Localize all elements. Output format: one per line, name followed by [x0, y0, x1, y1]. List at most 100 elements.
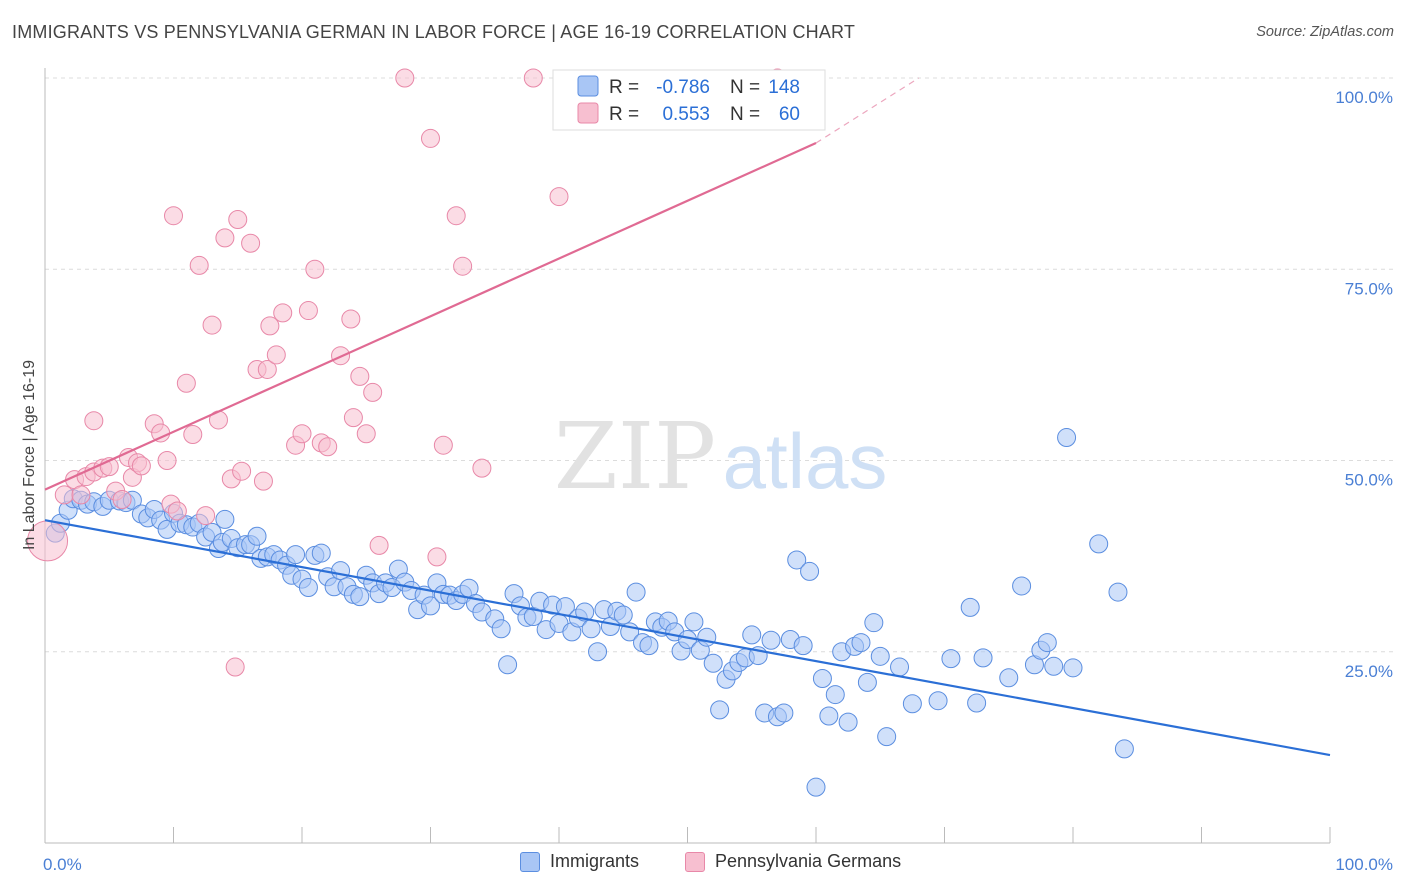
immigrants-points — [45, 428, 1134, 797]
pa-german-point-3 — [71, 485, 91, 505]
pa-german-trend-extension — [815, 77, 920, 144]
immigrants-point-138 — [1012, 576, 1032, 596]
immigrants-point-118 — [806, 777, 826, 797]
immigrants-point-31 — [247, 526, 267, 546]
legend-n-value-1: 148 — [768, 77, 800, 98]
bottom-legend-label-immigrants: Immigrants — [550, 851, 640, 871]
immigrants-point-123 — [838, 712, 858, 732]
legend-r-label-2: R = — [609, 104, 639, 125]
immigrants-point-130 — [890, 657, 910, 677]
immigrants-point-142 — [1044, 656, 1064, 676]
immigrants-point-48 — [350, 587, 370, 607]
immigrants-point-132 — [928, 691, 948, 711]
pa-german-point-24 — [196, 506, 216, 526]
bottom-legend-pa-german: Pennsylvania Germans — [685, 851, 901, 872]
pa-german-point-41 — [298, 301, 318, 321]
bottom-legend: Immigrants Pennsylvania Germans — [0, 851, 1406, 877]
immigrants-point-129 — [877, 727, 897, 747]
pa-german-point-37 — [266, 345, 286, 365]
pa-german-point-57 — [453, 256, 473, 276]
pa-german-point-46 — [341, 309, 361, 329]
immigrants-point-141 — [1037, 633, 1057, 653]
immigrants-point-108 — [742, 625, 762, 645]
immigrants-point-126 — [857, 672, 877, 692]
bottom-legend-immigrants: Immigrants — [520, 851, 639, 872]
legend-n-label-2: N = — [730, 104, 760, 125]
immigrants-point-42 — [311, 543, 331, 563]
y-tick-label-3: 100.0% — [1335, 88, 1393, 107]
pa-german-point-19 — [164, 206, 183, 226]
immigrants-point-70 — [498, 655, 518, 675]
legend-top: R = -0.786 N = 148 R = 0.553 N = 60 — [552, 69, 826, 131]
x-tick-label-0: 0.0% — [43, 855, 82, 874]
watermark: ZIP atlas — [554, 403, 887, 510]
pa-german-point-47 — [343, 408, 363, 428]
pa-german-point-25 — [202, 315, 222, 335]
pa-german-point-27 — [215, 228, 235, 248]
pa-german-point-38 — [273, 303, 293, 323]
pa-german-point-54 — [427, 547, 447, 567]
immigrants-point-117 — [800, 561, 820, 581]
immigrants-point-113 — [774, 703, 794, 723]
pa-german-point-50 — [363, 382, 383, 402]
immigrants-point-26 — [215, 509, 235, 529]
immigrants-point-88 — [613, 605, 633, 625]
pa-german-trend-line — [44, 142, 817, 491]
immigrants-point-134 — [960, 597, 980, 617]
immigrants-point-128 — [870, 646, 890, 666]
immigrants-point-111 — [761, 630, 781, 650]
pa-german-point-56 — [446, 206, 466, 226]
immigrants-point-82 — [575, 602, 595, 622]
immigrants-point-131 — [902, 694, 922, 714]
pa-german-point-52 — [395, 68, 415, 88]
immigrants-point-145 — [1089, 534, 1109, 554]
legend-n-label-1: N = — [730, 77, 760, 98]
immigrants-point-133 — [941, 649, 961, 669]
pa-german-point-42 — [305, 259, 325, 279]
immigrants-point-59 — [421, 596, 440, 616]
immigrants-point-116 — [793, 636, 813, 656]
immigrants-point-127 — [864, 613, 884, 633]
immigrants-point-101 — [697, 627, 717, 647]
pa-german-point-31 — [232, 461, 252, 481]
chart-title: IMMIGRANTS VS PENNSYLVANIA GERMAN IN LAB… — [12, 22, 856, 42]
bottom-legend-swatch-pa-german — [685, 851, 705, 872]
tick-labels: 25.0% 50.0% 75.0% 100.0% 0.0% 100.0% — [43, 88, 1393, 874]
immigrants-point-143 — [1057, 428, 1077, 448]
immigrants-point-45 — [331, 561, 351, 581]
y-axis-label: In Labor Force | Age 16-19 — [21, 360, 38, 550]
x-tick-label-1: 100.0% — [1335, 855, 1393, 874]
pa-german-point-30 — [228, 210, 248, 230]
immigrants-point-137 — [999, 668, 1019, 688]
legend-r-label-1: R = — [609, 77, 639, 98]
pa-german-point-59 — [523, 68, 543, 88]
pa-german-point-1 — [54, 485, 74, 505]
pa-german-point-21 — [176, 373, 196, 393]
pa-german-point-55 — [433, 435, 453, 455]
y-tick-label-0: 25.0% — [1345, 662, 1393, 681]
legend-r-value-1: -0.786 — [656, 77, 710, 98]
legend-swatch-immigrants — [577, 75, 599, 97]
bottom-legend-swatch-immigrants — [520, 851, 540, 872]
source-label: Source: ZipAtlas.com — [1256, 24, 1394, 40]
immigrants-point-125 — [851, 633, 871, 653]
pa-german-point-35 — [257, 359, 277, 379]
immigrants-point-92 — [639, 636, 659, 656]
pa-german-point-14 — [131, 456, 151, 476]
legend-swatch-pa-german — [577, 102, 599, 124]
pa-german-point-44 — [318, 437, 338, 457]
immigrants-point-147 — [1114, 739, 1134, 759]
pa-german-point-49 — [356, 424, 376, 444]
watermark-zip: ZIP — [554, 403, 716, 510]
immigrants-point-146 — [1108, 582, 1128, 602]
pa-german-point-17 — [157, 451, 177, 470]
immigrants-point-99 — [684, 612, 704, 632]
pa-german-point-23 — [189, 255, 209, 275]
pa-german-point-51 — [369, 535, 389, 555]
pa-german-points — [27, 68, 787, 677]
y-tick-label-1: 50.0% — [1345, 471, 1393, 490]
legend-n-value-2: 60 — [779, 104, 800, 125]
pa-german-point-20 — [167, 501, 187, 521]
pa-german-point-22 — [183, 424, 203, 444]
